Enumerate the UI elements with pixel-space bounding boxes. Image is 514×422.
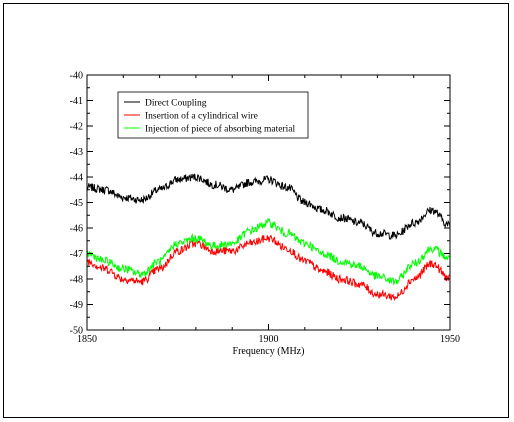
x-tick-label: 1850 — [77, 334, 97, 345]
y-tick-label: -49 — [70, 300, 83, 311]
y-tick-label: -47 — [70, 249, 83, 260]
y-tick-label: -40 — [70, 71, 83, 82]
y-tick-label: -46 — [70, 224, 83, 235]
legend-label: Injection of piece of absorbing material — [145, 124, 295, 135]
tick-labels: 1850 1900 1950 -40 -41 -42 -43 -44 -45 -46 -47 -48 -… — [70, 71, 460, 346]
series-layer — [86, 173, 451, 302]
y-tick-label: -41 — [70, 96, 83, 107]
x-tick-label: 1950 — [440, 334, 460, 345]
legend-box — [117, 91, 309, 139]
legend: Direct Coupling Insertion of a cylindrica… — [117, 91, 309, 139]
series-line-2 — [86, 234, 451, 302]
x-tick-label: 1900 — [259, 334, 279, 345]
y-tick-label: -44 — [70, 173, 83, 184]
y-tick-label: -48 — [70, 275, 83, 286]
x-axis-title: Frequency (MHz) — [233, 346, 305, 357]
legend-label: Direct Coupling — [145, 99, 207, 109]
series-line-3 — [86, 217, 451, 286]
axis-ticks — [86, 74, 451, 331]
y-tick-label: -42 — [70, 122, 83, 133]
y-tick-label: -45 — [70, 198, 83, 209]
y-tick-label: -43 — [70, 147, 83, 158]
series-line-1 — [86, 173, 451, 240]
y-tick-label: -50 — [70, 326, 83, 337]
legend-label: Insertion of a cylindrical wire — [145, 111, 258, 122]
